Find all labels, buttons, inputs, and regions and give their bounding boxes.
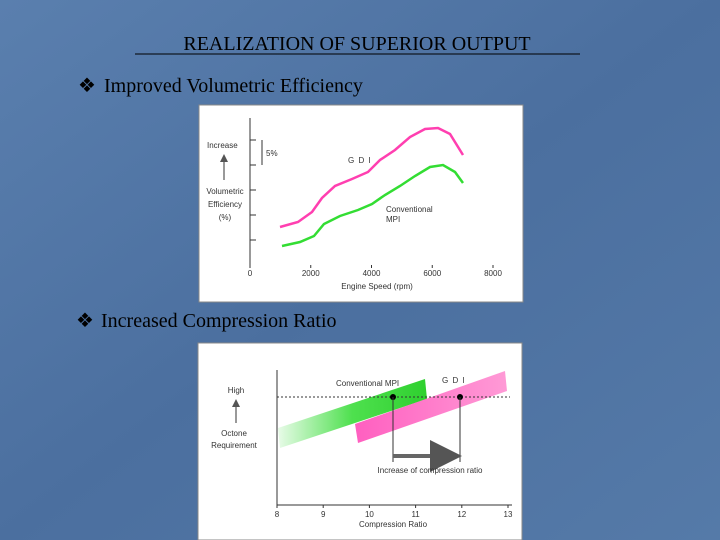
figure-frame	[198, 104, 524, 303]
x-tick-label: 8	[275, 510, 280, 519]
x-tick-label: 6000	[423, 269, 441, 278]
step-label: 5%	[266, 149, 278, 158]
x-tick-label: 0	[248, 269, 253, 278]
bullet: Increased Compression Ratio	[101, 310, 337, 332]
y-label: Efficiency	[208, 200, 242, 209]
mpi-label: MPI	[386, 215, 400, 224]
bullet: Improved Volumetric Efficiency	[104, 75, 363, 97]
x-tick-label: 11	[411, 510, 420, 519]
x-tick-label: 13	[504, 510, 513, 519]
x-tick-label: 2000	[302, 269, 320, 278]
y-label: (%)	[219, 213, 232, 222]
y-top-label: High	[228, 386, 244, 395]
x-tick-label: 8000	[484, 269, 502, 278]
mpi-label: Conventional MPI	[336, 379, 399, 388]
mpi-label: Conventional	[386, 205, 433, 214]
y-label: Octone	[221, 429, 247, 438]
x-tick-label: 4000	[363, 269, 381, 278]
x-label: Engine Speed (rpm)	[341, 282, 413, 291]
y-top-label: Increase	[207, 141, 238, 150]
mpi-curve	[281, 163, 465, 248]
figure-compression: High Octone Requirement Conventional MPI…	[197, 342, 523, 540]
x-tick-label: 10	[365, 510, 374, 519]
bullet-icon: ❖	[78, 75, 96, 97]
gdi-label: G D I	[442, 376, 466, 385]
mpi-band	[278, 379, 427, 448]
arrow-label: Increase of compression ratio	[378, 466, 483, 475]
y-label: Requirement	[211, 441, 258, 450]
bullet-icon: ❖	[76, 310, 94, 332]
title: REALIZATION OF SUPERIOR OUTPUT	[183, 33, 530, 55]
y-ticks	[250, 139, 256, 241]
y-label: Volumetric	[206, 187, 243, 196]
x-tick-label: 12	[457, 510, 466, 519]
gdi-curve	[279, 126, 465, 229]
figure-volumetric: 5% Increase Volumetric Efficiency (%) G …	[198, 104, 524, 303]
x-label: Compression Ratio	[359, 520, 428, 529]
x-tick-label: 9	[321, 510, 326, 519]
gdi-label: G D I	[348, 156, 372, 165]
